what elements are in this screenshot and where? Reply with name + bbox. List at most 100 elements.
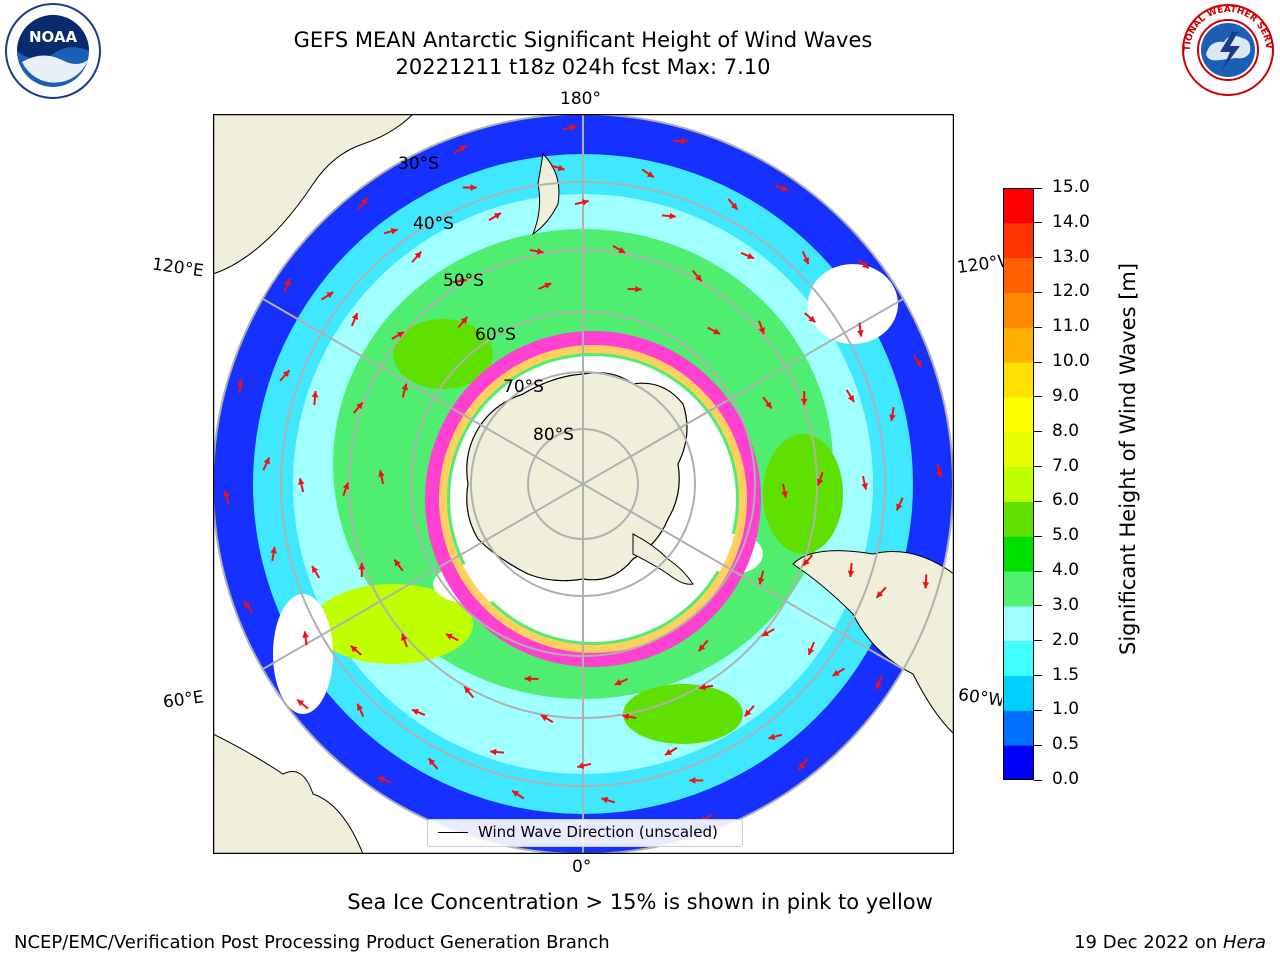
wind-wave-arrowhead <box>781 491 788 498</box>
colorbar-border <box>1003 188 1034 780</box>
colorbar-tick-mark <box>1034 466 1042 468</box>
colorbar-swatch <box>1003 675 1034 711</box>
wind-wave-arrowhead <box>922 582 930 589</box>
wind-wave-arrowhead <box>889 414 896 422</box>
antarctic-peninsula <box>632 533 694 585</box>
wind-wave-arrowhead <box>394 559 401 567</box>
wind-wave-arrowhead <box>536 248 544 255</box>
wind-wave-arrowhead <box>635 285 642 293</box>
colorbar-tick-mark <box>1034 257 1042 259</box>
colorbar-swatch <box>1003 571 1034 607</box>
colorbar-tick-label: 12.0 <box>1052 281 1090 302</box>
colorbar-tick-label: 7.0 <box>1052 455 1080 476</box>
wave-patch-4 <box>393 319 493 389</box>
wind-wave-arrowhead <box>460 316 468 324</box>
graticule <box>213 114 954 854</box>
map-canvas: 30°S 40°S 50°S 60°S 70°S 80°S <box>213 114 954 854</box>
lat-label-60s: 60°S <box>475 325 516 345</box>
wind-wave-arrowhead <box>762 630 770 637</box>
colorbar <box>1003 188 1034 780</box>
colorbar-swatch <box>1003 710 1034 746</box>
lon-label-180: 180° <box>560 89 601 109</box>
colorbar-swatch <box>1003 745 1034 780</box>
wind-wave-arrowhead <box>669 212 676 220</box>
wind-wave-arrowhead <box>832 669 840 676</box>
wind-wave-arrowhead <box>490 748 497 756</box>
colorbar-swatch <box>1003 396 1034 433</box>
colorbar-tick-mark <box>1034 500 1042 502</box>
wind-wave-arrowhead <box>460 277 467 285</box>
wind-wave-arrowhead <box>298 478 305 486</box>
wind-wave-arrowhead <box>244 600 251 608</box>
colorbar-tick-mark <box>1034 744 1042 746</box>
wind-wave-arrowhead <box>428 758 436 766</box>
colorbar-tick-label: 5.0 <box>1052 525 1080 546</box>
colorbar-swatch <box>1003 292 1034 328</box>
wind-wave-arrowhead <box>781 185 789 192</box>
legend-label: Wind Wave Direction (unscaled) <box>478 823 718 841</box>
wind-wave-arrowhead <box>758 327 765 335</box>
credit-machine: Hera <box>1222 932 1266 953</box>
sea-ice-edge-yellow <box>439 345 747 653</box>
colorbar-tick-label: 0.5 <box>1052 734 1080 755</box>
colorbar-tick-label: 9.0 <box>1052 385 1080 406</box>
noaa-logo: NOAA <box>2 2 104 100</box>
wind-wave-arrowhead <box>297 699 305 707</box>
colorbar-tick-label: 11.0 <box>1052 316 1090 337</box>
colorbar-tick-label: 15.0 <box>1052 177 1090 197</box>
wind-wave-arrowhead <box>263 457 270 465</box>
lat-label-50s: 50°S <box>443 271 484 291</box>
wave-max-patch-1 <box>313 584 473 664</box>
wind-wave-arrowhead <box>768 733 776 740</box>
colorbar-swatch <box>1003 640 1034 677</box>
wind-wave-arrowhead <box>356 703 364 711</box>
colorbar-tick-mark <box>1034 675 1042 677</box>
colorbar-tick-label: 3.0 <box>1052 594 1080 615</box>
colorbar-tick-mark <box>1034 187 1042 189</box>
wind-wave-arrowhead <box>350 645 358 653</box>
colorbar-tick-mark <box>1034 640 1042 642</box>
colorbar-tick-label: 0.0 <box>1052 769 1080 789</box>
wind-wave-arrowhead <box>861 261 869 269</box>
calm-gap-3 <box>273 594 333 714</box>
colorbar-tick-mark <box>1034 779 1042 781</box>
wind-wave-arrowhead <box>312 566 319 574</box>
wind-wave-arrowhead <box>360 198 368 206</box>
wind-wave-arrowhead <box>581 199 589 206</box>
colorbar-swatch <box>1003 501 1034 537</box>
colorbar-tick-label: 13.0 <box>1052 246 1090 267</box>
colorbar-tick-label: 1.0 <box>1052 699 1080 720</box>
wind-wave-arrowhead <box>470 184 477 191</box>
noaa-seal-icon: NOAA <box>5 3 101 99</box>
wind-wave-arrowhead <box>577 762 585 769</box>
colorbar-tick-mark <box>1034 326 1042 328</box>
credit-date-text: 19 Dec 2022 on <box>1074 932 1223 953</box>
colorbar-label-text: Significant Height of Wind Waves [m] <box>1116 262 1140 655</box>
nws-logo: NATIONAL WEATHER SERVICE <box>1176 0 1276 98</box>
colorbar-tick-mark <box>1034 535 1042 537</box>
wind-wave-arrowhead <box>876 590 884 598</box>
wind-wave-arrowhead <box>816 478 824 486</box>
nws-seal-icon: NATIONAL WEATHER SERVICE <box>1176 0 1274 96</box>
wind-wave-arrowhead <box>614 679 622 686</box>
wind-wave-arrowhead <box>601 796 609 804</box>
sea-ice-edge-pink <box>425 331 761 667</box>
wind-wave-arrowhead <box>414 251 422 259</box>
wind-wave-arrowhead <box>915 360 922 368</box>
wind-wave-arrowhead <box>744 709 752 717</box>
wind-wave-arrowhead <box>646 171 654 178</box>
wind-wave-arrowhead <box>445 633 453 640</box>
wind-wave-arrowhead <box>342 482 350 490</box>
wind-wave-arrowhead <box>540 715 548 722</box>
wind-wave-arrowhead <box>681 137 688 145</box>
colorbar-tick-mark <box>1034 431 1042 433</box>
chart-title-line2: 20221211 t18z 024h fcst Max: 7.10 <box>395 55 771 79</box>
colorbar-swatch <box>1003 188 1034 224</box>
colorbar-swatch <box>1003 257 1034 293</box>
wind-wave-arrowhead <box>861 482 868 490</box>
wind-wave-arrowhead <box>802 257 810 265</box>
wind-wave-arrowhead <box>464 686 471 694</box>
wind-wave-arrowhead <box>798 762 806 770</box>
credit-branch: NCEP/EMC/Verification Post Processing Pr… <box>14 932 610 953</box>
wave-patch-3 <box>763 434 843 554</box>
